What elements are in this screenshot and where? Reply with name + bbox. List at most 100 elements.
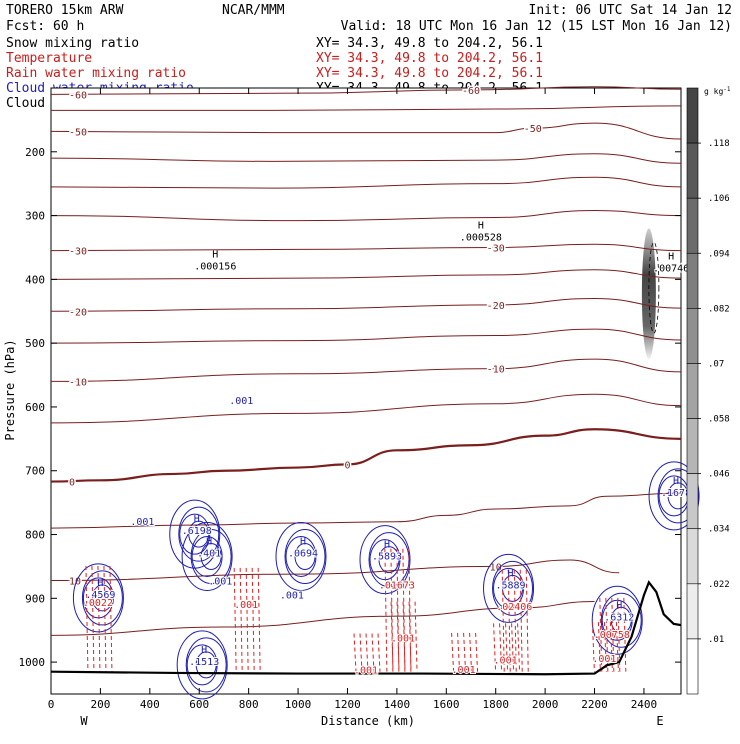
contour-labels: H.000156H.000528H.00746H.6198H.0694H.589…: [82, 221, 692, 678]
contour-value-label: .001: [208, 576, 232, 587]
y-tick-label: 300: [25, 210, 45, 223]
rain-contour: [505, 623, 509, 672]
x-tick-label: 400: [140, 698, 160, 711]
snow-shade-outline: [648, 241, 660, 334]
contour-value-label: .0022: [83, 598, 113, 609]
cloud-water-contour: [610, 606, 632, 634]
colorbar-tick-label: .082: [708, 304, 730, 314]
cloud-water-contour: [176, 630, 228, 700]
x-tick-label: 1800: [482, 698, 509, 711]
extremum-marker: H: [478, 221, 484, 232]
isotherm-label: -50: [69, 127, 87, 138]
rain-contour: [109, 565, 113, 672]
x-tick-label: 1000: [285, 698, 312, 711]
field-xy: XY= 34.3, 49.8 to 204.2, 56.1: [316, 51, 543, 66]
x-tick-label: 1400: [384, 698, 411, 711]
isotherm-line: [50, 358, 682, 382]
isotherm-line: [50, 153, 682, 164]
x-tick-label: 2200: [581, 698, 608, 711]
colorbar-tick-label: .094: [708, 249, 730, 259]
extremum-marker: H: [673, 476, 679, 487]
cloud-water-contour: [492, 560, 534, 616]
extremum-value: .6312: [604, 612, 634, 623]
colorbar-cell: [686, 87, 699, 144]
colorbar-tick-label: .118: [708, 139, 730, 149]
rain-contour: [396, 601, 400, 672]
x-tick-label: 800: [239, 698, 259, 711]
extremum-marker: H: [194, 514, 200, 525]
cloud-water-contour: [601, 599, 633, 641]
rain-contour: [615, 622, 619, 672]
contour-value-label: .01673: [379, 581, 415, 592]
rain-contour: [591, 622, 595, 672]
rain-contour: [408, 601, 412, 672]
isotherm-line: [50, 209, 682, 222]
cloud-water-contour: [275, 521, 327, 591]
cloud-water-contour: [195, 651, 217, 679]
y-tick-label: 600: [25, 401, 45, 414]
x-end-right: E: [656, 714, 663, 728]
rain-contour: [414, 601, 418, 672]
contour-value-label: .001: [229, 396, 253, 407]
cloud-water-contour: [591, 585, 643, 655]
cloud-water-contour: [200, 542, 222, 570]
x-tick-label: 1600: [433, 698, 460, 711]
isotherm-line: [50, 86, 682, 95]
colorbar-cell: [686, 252, 699, 309]
isotherm-line: [50, 428, 682, 483]
x-tick-label: 2400: [631, 698, 658, 711]
extremum-value: .5893: [372, 552, 402, 563]
colorbar-cell: [686, 142, 699, 199]
x-tick-label: 600: [189, 698, 209, 711]
isotherm-line: [50, 298, 682, 312]
center-title: NCAR/MMM: [222, 3, 285, 18]
isotherm-line: [50, 328, 682, 344]
cloud-water-contour: [179, 513, 211, 555]
extremum-marker: H: [668, 251, 674, 262]
rain-contour: [513, 569, 517, 672]
rain-contour: [597, 622, 601, 672]
rain-contour: [605, 597, 609, 672]
x-axis-label: Distance (km): [321, 714, 415, 728]
cloud-water-contour: [285, 535, 317, 577]
isotherm-line: [50, 269, 682, 280]
isotherm-label: 10: [490, 562, 502, 573]
contour-value-label: .001: [280, 590, 304, 601]
x-tick-label: 2000: [532, 698, 559, 711]
isotherm-label: -10: [487, 365, 505, 376]
isotherm-label: -20: [487, 301, 505, 312]
extremum-value: .1678: [661, 488, 691, 499]
rain-contour: [609, 622, 613, 672]
extremum-value: .5889: [495, 580, 525, 591]
rain-contour: [499, 623, 503, 672]
terrain-line: [50, 580, 682, 676]
y-tick-label: 500: [25, 337, 45, 350]
isotherm-label: -20: [69, 307, 87, 318]
extremum-value: .000156: [194, 261, 236, 272]
rain-contour: [519, 569, 523, 672]
rain-contour: [85, 565, 89, 672]
rain-contour: [365, 633, 369, 672]
cloud-water-contour: [284, 528, 326, 584]
extremum-marker: H: [201, 645, 207, 656]
rain-contours: [85, 548, 627, 672]
isotherm-line: [50, 122, 682, 140]
rain-contour: [603, 622, 607, 672]
isotherm-line: [50, 559, 620, 581]
x-tick-label: 1200: [334, 698, 361, 711]
colorbar-cell: [686, 418, 699, 474]
x-tick-label: 200: [90, 698, 110, 711]
isotherm-label: -60: [462, 86, 480, 97]
rain-contour: [501, 569, 505, 672]
cloud-water-contour: [378, 546, 400, 574]
cloud-water-contour: [191, 535, 223, 577]
rain-contour: [353, 633, 357, 672]
y-axis-label: Pressure (hPa): [3, 339, 17, 440]
rain-contour: [402, 601, 406, 672]
cloud-water-contour: [359, 525, 411, 595]
x-end-left: W: [80, 714, 88, 728]
rain-contour: [251, 567, 255, 672]
extremum-marker: H: [212, 249, 218, 260]
